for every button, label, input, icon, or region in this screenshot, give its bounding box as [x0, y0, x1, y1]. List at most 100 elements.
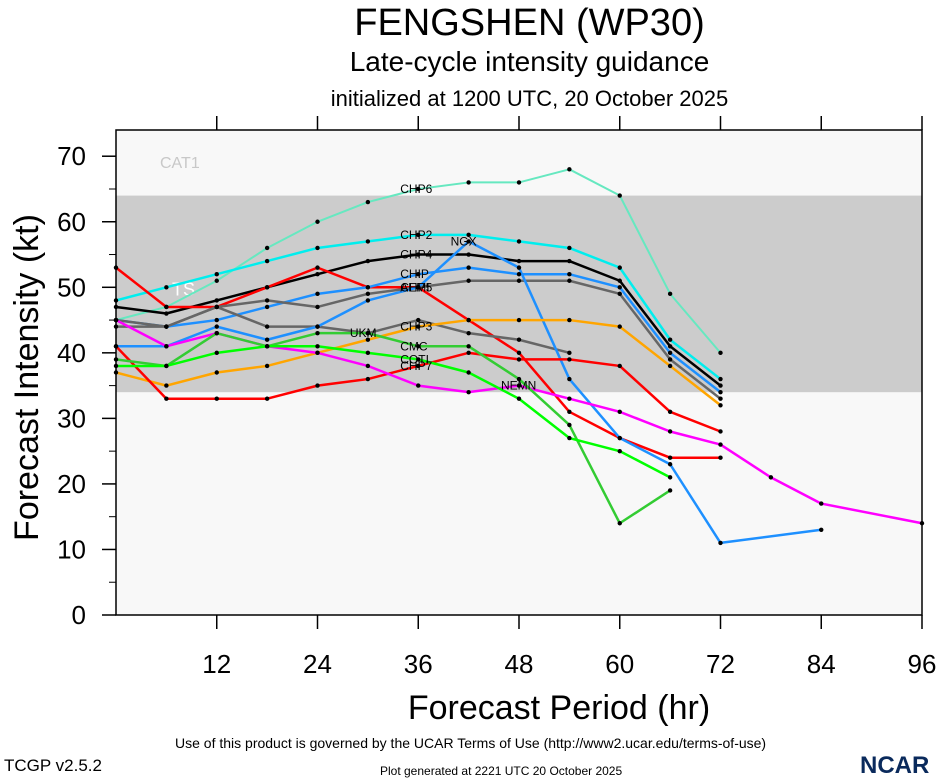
data-point-ukm	[214, 304, 219, 310]
data-point-ukm	[516, 337, 522, 342]
data-point-chp5	[264, 298, 270, 303]
data-point-nemn	[617, 409, 622, 415]
data-point-chp2	[567, 245, 572, 251]
data-point-ngx	[617, 435, 622, 441]
data-point-nemn	[164, 344, 169, 349]
data-point-nemn	[315, 350, 320, 356]
data-point-aemi	[567, 409, 572, 415]
data-point-ngx	[516, 265, 522, 270]
series-label-chp2: CHP2	[400, 228, 432, 242]
data-point-chp6	[315, 219, 320, 224]
data-point-chp4	[365, 258, 371, 264]
data-point-coti	[617, 448, 622, 454]
chart-subtitle: Late-cycle intensity guidance	[349, 46, 710, 77]
data-point-nemn	[466, 389, 471, 395]
data-point-nemn	[416, 383, 421, 388]
data-point-chp2	[617, 265, 622, 270]
data-point-chp4	[164, 311, 169, 316]
data-point-chp6	[516, 180, 522, 185]
series-line-coti	[116, 345, 671, 479]
data-point-chp7	[416, 363, 421, 369]
data-point-ngx	[567, 376, 572, 382]
series-label-chp4: CHP4	[400, 248, 432, 262]
data-point-coti	[516, 396, 522, 401]
data-point-coti	[365, 350, 371, 356]
data-point-chp5	[315, 304, 320, 310]
data-point-nemn	[819, 501, 824, 506]
x-tick-label: 12	[202, 649, 231, 679]
data-point-chp5	[718, 396, 723, 401]
data-point-chp7	[567, 357, 572, 362]
y-tick-label: 40	[57, 338, 86, 368]
x-tick-label: 36	[404, 649, 433, 679]
series-label-chp5: CHP5	[400, 280, 432, 294]
x-tick-label: 60	[605, 649, 634, 679]
data-point-chp3	[365, 337, 371, 342]
x-tick-label: 48	[505, 649, 534, 679]
data-point-chp7	[718, 429, 723, 434]
data-point-chip	[365, 285, 371, 290]
data-point-chip	[214, 317, 219, 323]
data-point-aemi	[516, 350, 522, 356]
data-point-chip	[567, 271, 572, 277]
y-tick-label: 0	[72, 600, 86, 630]
band-cat1	[116, 130, 922, 196]
data-point-coti	[164, 363, 169, 369]
data-point-chp2	[214, 271, 219, 277]
data-point-ukm	[466, 330, 471, 336]
data-point-chp6	[567, 167, 572, 172]
series-label-ukm: UKM	[350, 326, 377, 340]
data-point-chp2	[466, 232, 471, 238]
data-point-chip	[718, 389, 723, 395]
data-point-chp7	[617, 363, 622, 369]
y-tick-label: 50	[57, 272, 86, 302]
data-point-chip	[466, 265, 471, 270]
x-tick-label: 96	[908, 649, 937, 679]
data-point-chp6	[214, 278, 219, 283]
data-point-cmc	[214, 330, 219, 336]
data-point-chp6	[264, 245, 270, 251]
data-point-chp7	[365, 376, 371, 382]
ncar-logo: NCAR	[860, 752, 930, 779]
data-point-aemi	[667, 455, 673, 460]
data-point-chp2	[416, 232, 421, 238]
data-point-chp4	[667, 344, 673, 349]
data-point-chp5	[617, 291, 622, 297]
series-label-chip: CHIP	[400, 267, 429, 281]
data-point-chp5	[667, 357, 673, 362]
x-tick-label: 72	[706, 649, 735, 679]
series-label-chp3: CHP3	[400, 320, 432, 334]
data-point-coti	[416, 357, 421, 362]
series-label-cmc: CMC	[400, 339, 428, 353]
x-tick-label: 24	[303, 649, 332, 679]
series-label-chp7: CHP7	[400, 359, 432, 373]
data-point-aemi	[164, 304, 169, 310]
data-point-cmc	[466, 344, 471, 349]
series-label-ngx: NGX	[451, 234, 477, 248]
data-point-chp2	[164, 285, 169, 290]
data-point-ngx	[315, 324, 320, 329]
data-point-nemn	[516, 383, 522, 388]
series-label-aemi: AEMI	[400, 280, 429, 294]
data-point-cmc	[315, 330, 320, 336]
data-point-chp2	[264, 258, 270, 264]
data-point-ngx	[416, 285, 421, 290]
data-point-chp5	[466, 278, 471, 283]
data-point-ngx	[264, 337, 270, 342]
data-point-coti	[264, 344, 270, 349]
data-point-aemi	[264, 285, 270, 290]
data-point-chp3	[667, 363, 673, 369]
data-point-chp6	[466, 180, 471, 185]
data-point-ngx	[718, 540, 723, 546]
data-point-chp3	[567, 317, 572, 323]
data-point-chp7	[315, 383, 320, 388]
data-point-ngx	[667, 462, 673, 467]
data-point-coti	[315, 344, 320, 349]
data-point-chp4	[315, 271, 320, 277]
data-point-chp2	[365, 239, 371, 244]
chart-title: FENGSHEN (WP30)	[354, 2, 705, 44]
data-point-chp7	[264, 396, 270, 401]
x-tick-label: 84	[807, 649, 836, 679]
data-point-chip	[264, 304, 270, 310]
data-point-chp3	[164, 383, 169, 388]
